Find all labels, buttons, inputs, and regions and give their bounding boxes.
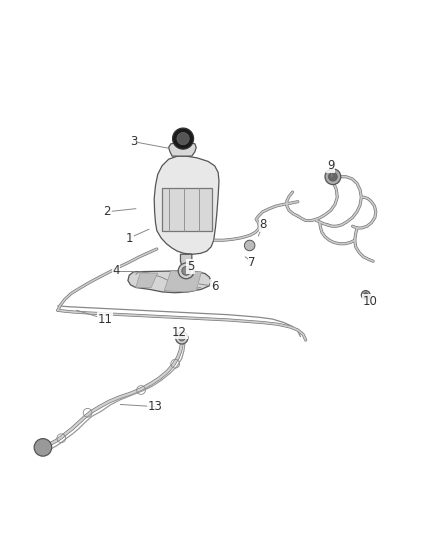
Text: 2: 2 [103, 205, 111, 218]
Text: 4: 4 [112, 264, 120, 277]
Polygon shape [180, 254, 192, 268]
Text: 13: 13 [148, 400, 163, 413]
Circle shape [182, 266, 191, 275]
Circle shape [173, 128, 194, 149]
Text: 10: 10 [363, 295, 378, 308]
Polygon shape [136, 273, 158, 287]
Polygon shape [169, 142, 196, 156]
Circle shape [364, 293, 368, 297]
Circle shape [328, 172, 337, 181]
Polygon shape [164, 271, 201, 292]
Circle shape [177, 133, 189, 145]
Circle shape [34, 439, 52, 456]
Text: 8: 8 [259, 219, 266, 231]
Text: 3: 3 [130, 135, 137, 148]
Text: 1: 1 [125, 231, 133, 245]
Circle shape [179, 335, 185, 341]
Text: 9: 9 [327, 159, 335, 172]
Text: 7: 7 [248, 256, 256, 269]
Circle shape [244, 240, 255, 251]
Text: 11: 11 [98, 312, 113, 326]
Polygon shape [154, 156, 219, 254]
Text: 12: 12 [172, 326, 187, 338]
Text: 6: 6 [211, 280, 219, 293]
Circle shape [325, 169, 341, 184]
Circle shape [361, 290, 370, 300]
Polygon shape [162, 188, 212, 231]
Circle shape [176, 332, 188, 344]
Text: 5: 5 [187, 260, 194, 273]
Circle shape [178, 263, 194, 279]
Polygon shape [128, 271, 211, 293]
